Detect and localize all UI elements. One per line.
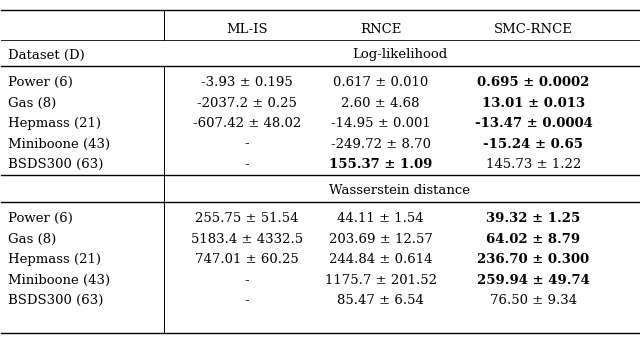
Text: Wasserstein distance: Wasserstein distance: [329, 184, 470, 196]
Text: Hepmass (21): Hepmass (21): [8, 117, 100, 130]
Text: -3.93 ± 0.195: -3.93 ± 0.195: [201, 76, 292, 89]
Text: -: -: [244, 274, 249, 287]
Text: -249.72 ± 8.70: -249.72 ± 8.70: [330, 138, 431, 151]
Text: 64.02 ± 8.79: 64.02 ± 8.79: [486, 233, 580, 246]
Text: 0.695 ± 0.0002: 0.695 ± 0.0002: [477, 76, 589, 89]
Text: 1175.7 ± 201.52: 1175.7 ± 201.52: [324, 274, 436, 287]
Text: BSDS300 (63): BSDS300 (63): [8, 294, 103, 307]
Text: -: -: [244, 138, 249, 151]
Text: 155.37 ± 1.09: 155.37 ± 1.09: [329, 158, 432, 171]
Text: 13.01 ± 0.013: 13.01 ± 0.013: [482, 97, 585, 110]
Text: 44.11 ± 1.54: 44.11 ± 1.54: [337, 212, 424, 225]
Text: Miniboone (43): Miniboone (43): [8, 274, 110, 287]
Text: ML-IS: ML-IS: [226, 23, 268, 36]
Text: Miniboone (43): Miniboone (43): [8, 138, 110, 151]
Text: 236.70 ± 0.300: 236.70 ± 0.300: [477, 253, 589, 266]
Text: -607.42 ± 48.02: -607.42 ± 48.02: [193, 117, 301, 130]
Text: 2.60 ± 4.68: 2.60 ± 4.68: [341, 97, 420, 110]
Text: 85.47 ± 6.54: 85.47 ± 6.54: [337, 294, 424, 307]
Text: -: -: [244, 294, 249, 307]
Text: RNCE: RNCE: [360, 23, 401, 36]
Text: 259.94 ± 49.74: 259.94 ± 49.74: [477, 274, 590, 287]
Text: -15.24 ± 0.65: -15.24 ± 0.65: [483, 138, 584, 151]
Text: SMC-RNCE: SMC-RNCE: [494, 23, 573, 36]
Text: 0.617 ± 0.010: 0.617 ± 0.010: [333, 76, 428, 89]
Text: Dataset (D): Dataset (D): [8, 49, 84, 62]
Text: -14.95 ± 0.001: -14.95 ± 0.001: [331, 117, 431, 130]
Text: -13.47 ± 0.0004: -13.47 ± 0.0004: [474, 117, 593, 130]
Text: BSDS300 (63): BSDS300 (63): [8, 158, 103, 171]
Text: 5183.4 ± 4332.5: 5183.4 ± 4332.5: [191, 233, 303, 246]
Text: 145.73 ± 1.22: 145.73 ± 1.22: [486, 158, 581, 171]
Text: 39.32 ± 1.25: 39.32 ± 1.25: [486, 212, 580, 225]
Text: -2037.2 ± 0.25: -2037.2 ± 0.25: [196, 97, 297, 110]
Text: 747.01 ± 60.25: 747.01 ± 60.25: [195, 253, 299, 266]
Text: -: -: [244, 158, 249, 171]
Text: 255.75 ± 51.54: 255.75 ± 51.54: [195, 212, 298, 225]
Text: Power (6): Power (6): [8, 76, 72, 89]
Text: Power (6): Power (6): [8, 212, 72, 225]
Text: Hepmass (21): Hepmass (21): [8, 253, 100, 266]
Text: Log-likelihood: Log-likelihood: [352, 49, 447, 62]
Text: 76.50 ± 9.34: 76.50 ± 9.34: [490, 294, 577, 307]
Text: 203.69 ± 12.57: 203.69 ± 12.57: [328, 233, 433, 246]
Text: Gas (8): Gas (8): [8, 97, 56, 110]
Text: 244.84 ± 0.614: 244.84 ± 0.614: [329, 253, 432, 266]
Text: Gas (8): Gas (8): [8, 233, 56, 246]
